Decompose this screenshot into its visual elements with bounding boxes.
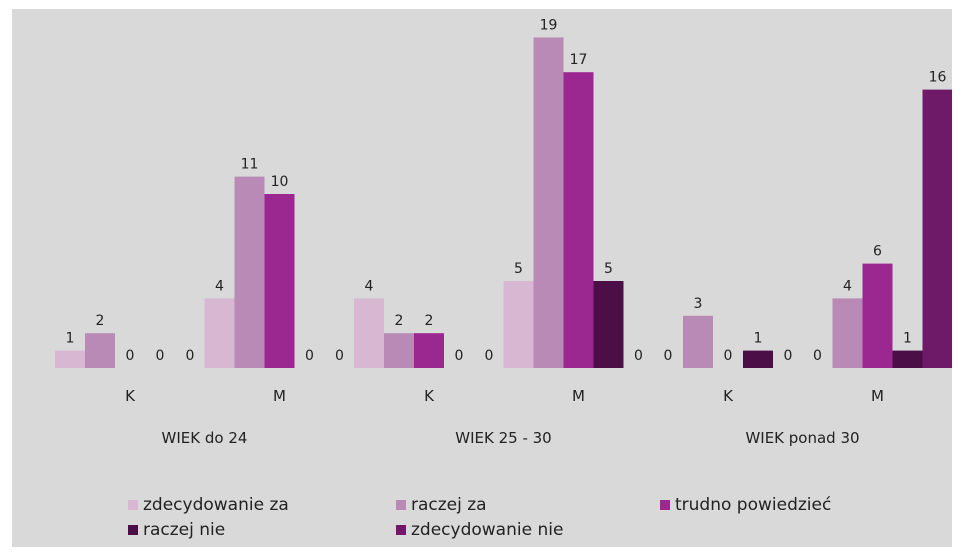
data-label: 17 xyxy=(570,52,588,68)
group-label: WIEK ponad 30 xyxy=(745,429,859,447)
legend-label: raczej nie xyxy=(143,520,226,540)
legend-swatch xyxy=(128,525,138,535)
legend-item-zdecydowanie-za: zdecydowanie za xyxy=(128,495,289,515)
data-label: 5 xyxy=(604,261,613,277)
legend-swatch xyxy=(396,525,406,535)
category-label: M xyxy=(871,387,884,405)
data-label: 0 xyxy=(724,348,733,364)
bar xyxy=(85,333,115,368)
legend-swatch xyxy=(660,500,670,510)
bar xyxy=(204,298,235,368)
data-label: 0 xyxy=(156,348,165,364)
legend-label: trudno powiedzieć xyxy=(675,495,832,515)
bar xyxy=(563,72,594,368)
data-label: 19 xyxy=(540,17,558,33)
data-label: 0 xyxy=(784,348,793,364)
bar xyxy=(234,176,265,368)
data-label: 0 xyxy=(335,348,344,364)
bar xyxy=(862,263,893,368)
data-label: 0 xyxy=(813,348,822,364)
data-label: 1 xyxy=(754,331,763,347)
legend-item-trudno-powiedziec: trudno powiedzieć xyxy=(660,495,831,515)
data-label: 4 xyxy=(843,278,852,294)
group-label: WIEK 25 - 30 xyxy=(455,429,551,447)
data-label: 4 xyxy=(215,278,224,294)
bar xyxy=(922,89,952,368)
bar xyxy=(533,37,564,369)
data-label: 11 xyxy=(241,157,259,173)
data-label: 0 xyxy=(455,348,464,364)
category-label: K xyxy=(125,387,136,405)
legend-label: zdecydowanie nie xyxy=(411,520,564,540)
legend-label: raczej za xyxy=(411,495,487,515)
bar xyxy=(892,350,923,368)
legend-swatch xyxy=(396,500,406,510)
legend: zdecydowanie za raczej za trudno powiedz… xyxy=(12,9,952,547)
legend-swatch xyxy=(128,500,138,510)
data-label: 0 xyxy=(634,348,643,364)
bar xyxy=(354,298,384,368)
data-label: 0 xyxy=(485,348,494,364)
group-label: WIEK do 24 xyxy=(162,429,248,447)
data-label: 6 xyxy=(873,244,882,260)
data-label: 4 xyxy=(365,278,374,294)
category-label: M xyxy=(273,387,286,405)
data-label: 2 xyxy=(425,313,434,329)
legend-item-raczej-za: raczej za xyxy=(396,495,487,515)
category-label: M xyxy=(572,387,585,405)
data-label: 5 xyxy=(514,261,523,277)
data-label: 3 xyxy=(694,296,703,312)
legend-item-zdecydowanie-nie: zdecydowanie nie xyxy=(396,520,563,540)
data-label: 10 xyxy=(271,174,289,190)
bar xyxy=(743,350,773,368)
bar xyxy=(55,350,85,368)
data-label: 0 xyxy=(126,348,135,364)
legend-label: zdecydowanie za xyxy=(143,495,289,515)
bar xyxy=(384,333,414,368)
bar xyxy=(832,298,863,368)
data-label: 2 xyxy=(395,313,404,329)
category-label: K xyxy=(424,387,435,405)
category-label: K xyxy=(723,387,734,405)
chart-panel: 1 2 0 0 0 K 4 11 10 0 0 M 4 2 2 0 0 K 5 19 17 5 0 M 0 3 0 1 0 K 0 4 6 1 16… xyxy=(12,9,952,547)
bar xyxy=(414,333,444,368)
bar xyxy=(503,281,534,368)
data-label: 0 xyxy=(186,348,195,364)
data-label: 1 xyxy=(66,331,75,347)
legend-item-raczej-nie: raczej nie xyxy=(128,520,225,540)
data-label: 2 xyxy=(96,313,105,329)
data-label: 16 xyxy=(929,70,947,86)
data-label: 0 xyxy=(305,348,314,364)
bar xyxy=(593,281,624,368)
bar xyxy=(683,315,713,368)
data-label: 1 xyxy=(903,331,912,347)
bar xyxy=(264,194,295,368)
data-label: 0 xyxy=(664,348,673,364)
